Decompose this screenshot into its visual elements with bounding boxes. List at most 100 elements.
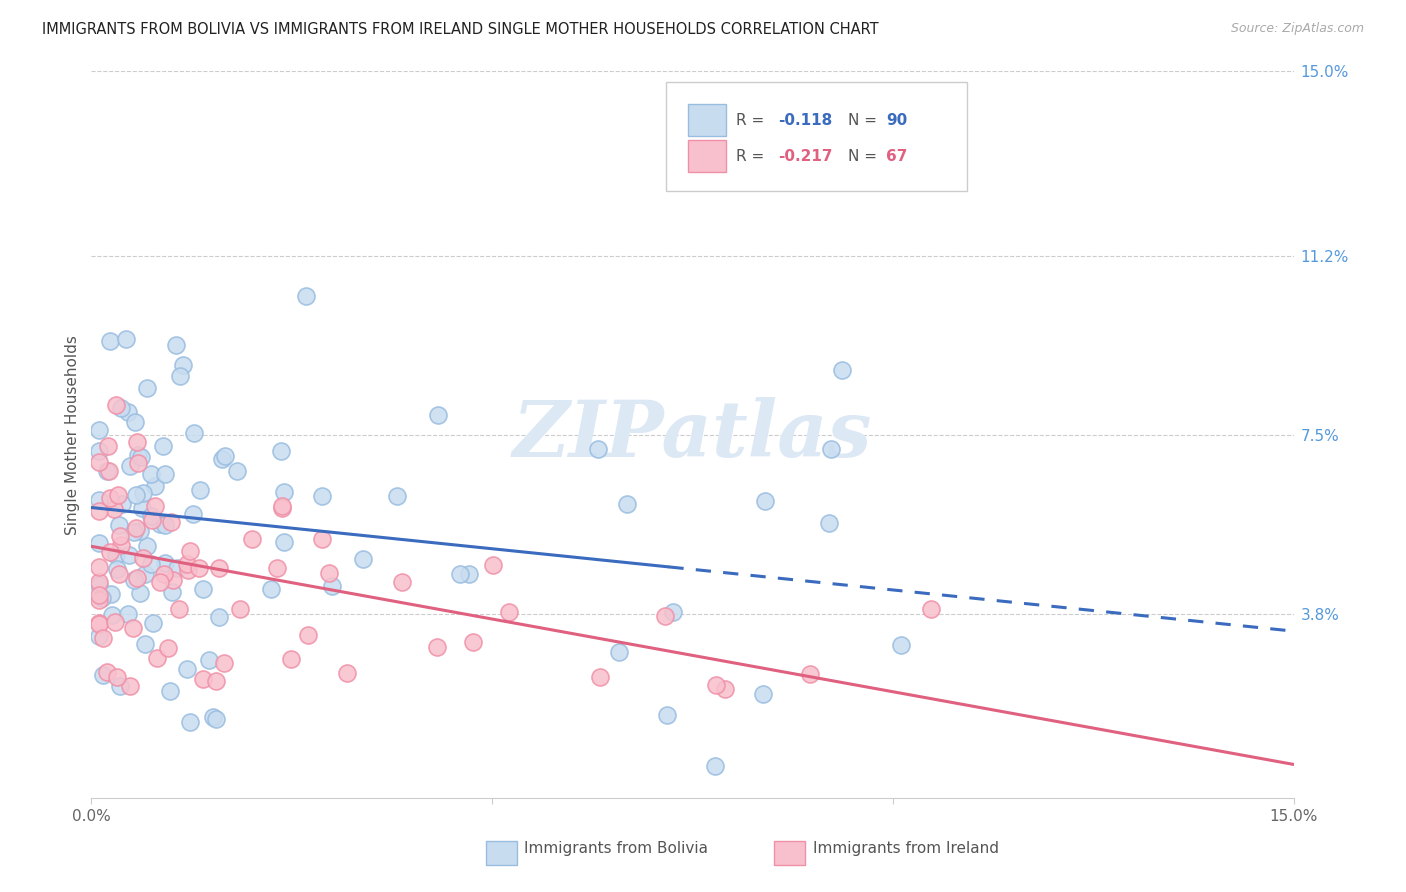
Point [890, 638, 912, 652]
Point [655, 708, 678, 723]
FancyBboxPatch shape [666, 82, 966, 191]
Point [352, 552, 374, 566]
Point [129, 450, 152, 465]
Point [229, 602, 252, 616]
Point [139, 509, 162, 524]
Point [169, 369, 191, 384]
Point [266, 561, 288, 575]
Point [149, 575, 172, 590]
Point [208, 609, 231, 624]
Point [155, 467, 177, 481]
Point [141, 513, 163, 527]
Point [108, 529, 131, 543]
Point [97, 440, 120, 454]
Point [179, 714, 201, 729]
FancyBboxPatch shape [485, 840, 517, 865]
Point [152, 439, 174, 453]
Point [89, 560, 111, 574]
Point [139, 557, 162, 571]
Point [117, 405, 139, 419]
Point [89, 493, 111, 508]
Point [616, 497, 638, 511]
Point [107, 517, 129, 532]
Point [391, 575, 413, 590]
Text: Source: ZipAtlas.com: Source: ZipAtlas.com [1230, 22, 1364, 36]
Point [105, 398, 128, 412]
Point [156, 641, 179, 656]
Point [122, 621, 145, 635]
Point [153, 556, 176, 570]
Point [191, 672, 214, 686]
Point [105, 562, 128, 576]
Point [89, 588, 111, 602]
Point [143, 479, 166, 493]
Point [311, 489, 333, 503]
Point [118, 548, 141, 562]
Point [143, 499, 166, 513]
Y-axis label: Single Mother Households: Single Mother Households [65, 334, 80, 535]
Point [98, 491, 121, 505]
Point [122, 525, 145, 540]
Point [191, 582, 214, 596]
FancyBboxPatch shape [775, 840, 806, 865]
Point [162, 573, 184, 587]
Point [135, 381, 157, 395]
Point [89, 575, 111, 590]
Point [226, 464, 249, 478]
Point [136, 539, 159, 553]
Point [134, 637, 156, 651]
Point [260, 582, 283, 596]
FancyBboxPatch shape [688, 140, 725, 172]
Point [280, 652, 302, 666]
Point [139, 467, 162, 481]
Point [91, 668, 114, 682]
Text: IMMIGRANTS FROM BOLIVIA VS IMMIGRANTS FROM IRELAND SINGLE MOTHER HOUSEHOLDS CORR: IMMIGRANTS FROM BOLIVIA VS IMMIGRANTS FR… [42, 22, 879, 37]
Point [107, 488, 129, 502]
Text: 90: 90 [886, 112, 907, 128]
Point [297, 628, 319, 642]
Point [132, 486, 155, 500]
Point [101, 607, 124, 622]
Point [214, 449, 236, 463]
Point [89, 455, 111, 469]
Point [131, 501, 153, 516]
Point [703, 759, 725, 773]
Point [176, 662, 198, 676]
Point [188, 483, 211, 497]
Point [831, 363, 853, 377]
Point [197, 652, 219, 666]
Point [177, 563, 200, 577]
Point [155, 517, 177, 532]
Point [176, 557, 198, 571]
Point [181, 507, 204, 521]
Point [661, 605, 683, 619]
Point [125, 571, 148, 585]
Point [482, 558, 505, 573]
Point [89, 504, 111, 518]
Point [205, 673, 228, 688]
Point [654, 608, 676, 623]
Point [89, 443, 111, 458]
Point [208, 561, 231, 575]
Point [134, 566, 156, 581]
Point [89, 592, 111, 607]
Point [704, 678, 727, 692]
Point [607, 645, 630, 659]
Text: -0.217: -0.217 [778, 149, 832, 164]
Text: Immigrants from Bolivia: Immigrants from Bolivia [524, 841, 709, 856]
Point [212, 656, 235, 670]
Point [172, 359, 194, 373]
Point [89, 616, 111, 631]
Point [273, 534, 295, 549]
Point [117, 607, 139, 621]
Point [96, 464, 118, 478]
Point [159, 684, 181, 698]
Point [89, 535, 111, 549]
Point [100, 545, 122, 559]
Point [211, 451, 233, 466]
Point [148, 516, 170, 531]
Point [128, 524, 150, 538]
Point [458, 566, 481, 581]
Point [205, 712, 228, 726]
Text: R =: R = [735, 149, 769, 164]
